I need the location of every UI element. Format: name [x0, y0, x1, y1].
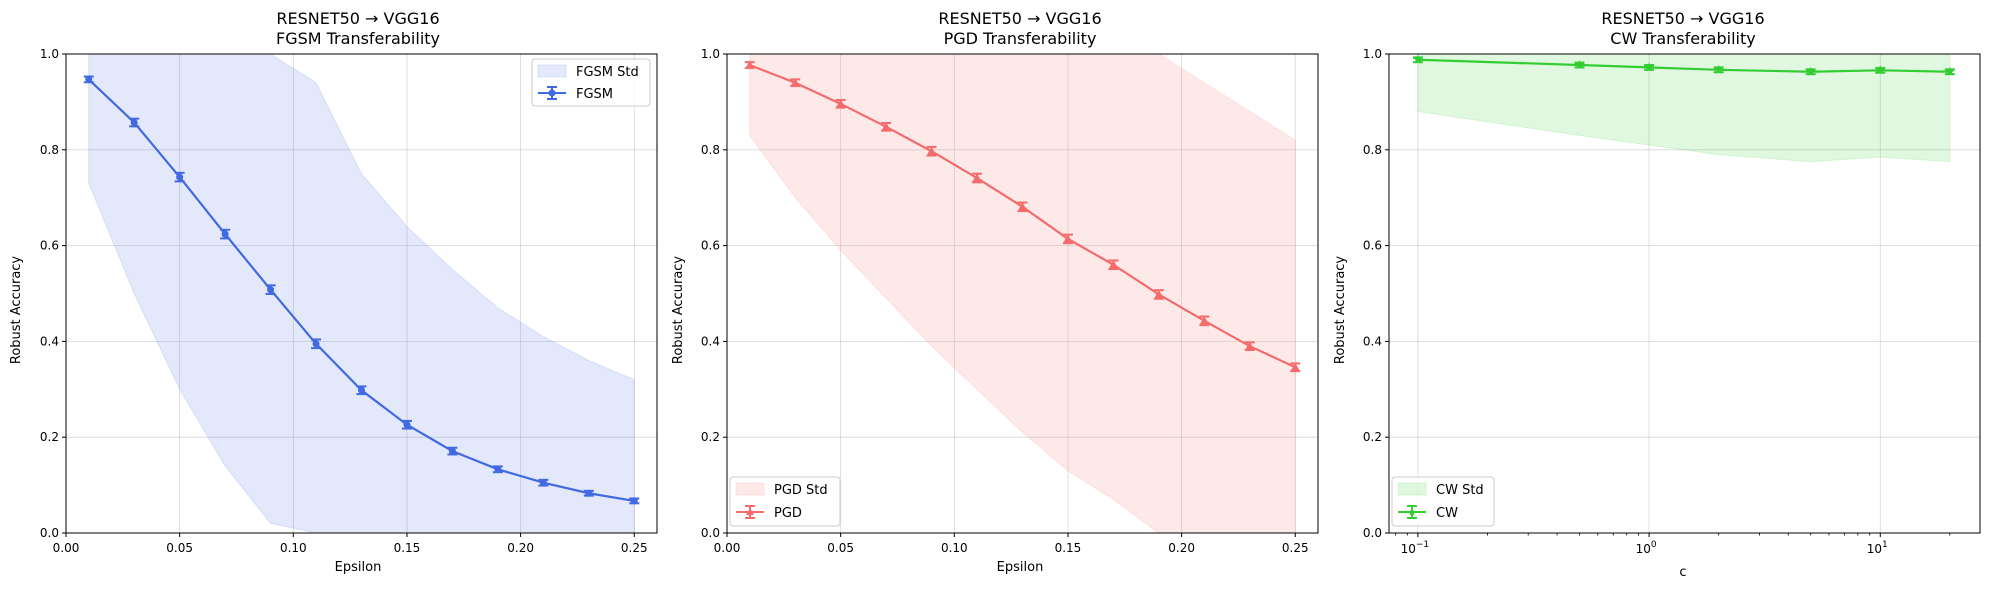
- data-point: [358, 386, 365, 394]
- panel-cw: RESNET50 → VGG16 CW Transferability c Ro…: [1333, 9, 1981, 580]
- data-point: [836, 99, 846, 108]
- x-tick-label: 0.20: [1168, 541, 1195, 555]
- data-point: [1805, 66, 1816, 76]
- y-tick-label: 0.2: [1363, 430, 1382, 444]
- x-tick-label: 0.00: [714, 541, 741, 555]
- data-point: [630, 497, 638, 505]
- y-tick-label: 1.0: [40, 47, 59, 61]
- panel-2-legend-std-label: PGD Std: [774, 483, 828, 498]
- panel-2-title-line1: RESNET50 → VGG16: [938, 9, 1101, 28]
- data-point: [1063, 234, 1073, 243]
- panel-1-legend-line-label: FGSM: [576, 87, 613, 102]
- data-point: [972, 173, 982, 182]
- data-point: [881, 122, 891, 131]
- panel-3-legend-std-swatch: [1397, 482, 1427, 496]
- data-point: [1713, 64, 1724, 74]
- y-tick-label: 0.0: [1363, 526, 1382, 540]
- data-point: [745, 60, 755, 69]
- y-tick-label: 0.6: [40, 239, 59, 253]
- panel-pgd: RESNET50 → VGG16 PGD Transferability Eps…: [671, 9, 1319, 575]
- data-point: [1644, 62, 1654, 72]
- y-tick-label: 0.2: [701, 430, 720, 444]
- panel-2-legend-line-swatch: [736, 505, 764, 519]
- x-tick-label: 0.00: [53, 541, 80, 555]
- data-point: [130, 118, 138, 126]
- y-tick-label: 1.0: [1363, 47, 1382, 61]
- panel-2-legend-std-swatch: [735, 482, 765, 496]
- x-tick-label: 0.15: [394, 541, 421, 555]
- panel-2-x-axis-label: Epsilon: [997, 560, 1044, 575]
- panel-1-title-line1: RESNET50 → VGG16: [276, 9, 439, 28]
- y-tick-label: 0.6: [701, 239, 720, 253]
- x-tick-label: 0.05: [166, 541, 193, 555]
- y-tick-label: 0.8: [701, 143, 720, 157]
- panel-2-plot-frame: [726, 53, 1319, 534]
- panel-1-legend-std-swatch: [537, 64, 567, 78]
- data-point: [176, 173, 184, 181]
- panel-1-legend-std-label: FGSM Std: [576, 65, 639, 80]
- panel-2-legend-line-label: PGD: [774, 506, 802, 521]
- data-point: [85, 75, 93, 83]
- data-point: [221, 230, 229, 238]
- panel-2-legend: PGD Std PGD: [729, 476, 841, 527]
- data-point: [1945, 66, 1955, 76]
- data-point: [403, 421, 411, 429]
- data-point: [539, 479, 547, 487]
- data-point: [1199, 316, 1209, 325]
- y-tick-label: 0.4: [40, 334, 59, 348]
- panel-3-legend-std-label: CW Std: [1436, 483, 1484, 498]
- panel-3-title-line2: CW Transferability: [1610, 29, 1755, 48]
- y-tick-label: 0.8: [1363, 143, 1382, 157]
- panel-1-legend: FGSM Std FGSM: [531, 58, 651, 107]
- panel-3-legend-line-label: CW: [1436, 506, 1458, 521]
- x-tick-label: 0.20: [507, 541, 534, 555]
- data-point: [267, 286, 275, 294]
- panel-3-x-axis-label: c: [1679, 565, 1686, 580]
- panel-3-legend-line-swatch: [1398, 505, 1426, 519]
- panel-1-legend-line-swatch: [538, 86, 566, 100]
- data-point: [1018, 202, 1027, 211]
- data-point: [1574, 60, 1585, 70]
- panel-3-legend: CW Std CW: [1391, 476, 1495, 527]
- data-point: [1413, 54, 1423, 64]
- data-point: [1875, 65, 1886, 75]
- panel-3-plot-frame: [1388, 53, 1981, 534]
- x-tick-label: 0.15: [1055, 541, 1082, 555]
- y-tick-label: 0.0: [40, 526, 59, 540]
- panel-1-title-line2: FGSM Transferability: [276, 29, 440, 48]
- data-point: [1245, 341, 1255, 350]
- panel-2-y-axis-label: Robust Accuracy: [671, 256, 686, 365]
- panel-1-x-axis-label: Epsilon: [335, 560, 382, 575]
- data-point: [494, 465, 502, 473]
- y-tick-label: 0.4: [1363, 334, 1382, 348]
- x-tick-label: 0.10: [941, 541, 968, 555]
- data-point: [448, 447, 456, 455]
- y-tick-label: 1.0: [701, 47, 720, 61]
- x-tick-label: 0.25: [621, 541, 648, 555]
- data-point: [585, 489, 593, 497]
- data-point: [1154, 289, 1164, 299]
- panel-1-y-axis-label: Robust Accuracy: [9, 256, 24, 365]
- data-point: [1290, 362, 1300, 371]
- y-tick-label: 0.2: [40, 430, 59, 444]
- data-point: [312, 340, 320, 348]
- y-tick-label: 0.4: [701, 334, 720, 348]
- data-point: [927, 146, 937, 155]
- x-tick-label: 0.05: [827, 541, 854, 555]
- x-tick-label: 0.10: [280, 541, 307, 555]
- data-point: [1108, 260, 1118, 269]
- y-tick-label: 0.6: [1363, 239, 1382, 253]
- y-tick-label: 0.8: [40, 143, 59, 157]
- data-point: [790, 78, 800, 87]
- y-tick-label: 0.0: [701, 526, 720, 540]
- panel-3-y-axis-label: Robust Accuracy: [1333, 256, 1348, 365]
- panel-1-plot-frame: [65, 53, 658, 534]
- x-tick-label: 0.25: [1282, 541, 1309, 555]
- panel-3-title-line1: RESNET50 → VGG16: [1601, 9, 1764, 28]
- panel-fgsm: RESNET50 → VGG16 FGSM Transferability Ep…: [9, 9, 658, 575]
- panel-2-title-line2: PGD Transferability: [944, 29, 1097, 48]
